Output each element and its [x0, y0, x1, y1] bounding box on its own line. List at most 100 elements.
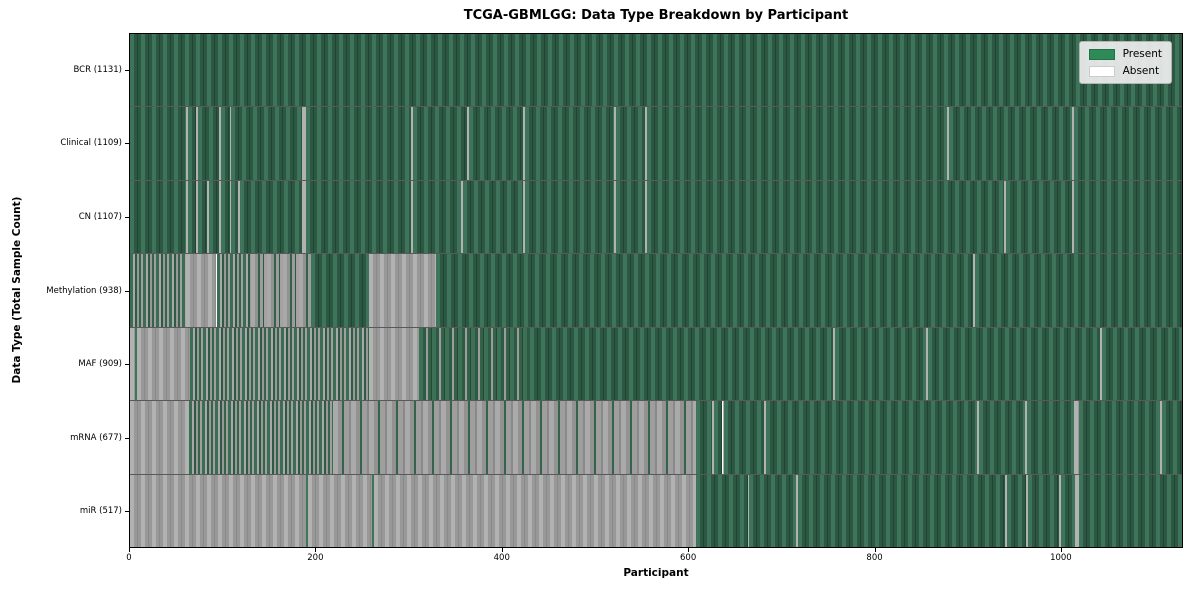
x-tick-mark — [1060, 548, 1062, 552]
segment-absent — [229, 107, 232, 180]
segment-absent — [972, 254, 975, 327]
y-tick-mark — [125, 437, 129, 439]
segment-present — [974, 254, 1182, 327]
segment-absent — [645, 180, 648, 254]
segment-absent — [1074, 401, 1079, 474]
segment-absent — [196, 107, 198, 180]
heatmap-row-Methylation — [130, 254, 1182, 328]
heatmap-row-miR — [130, 474, 1182, 547]
segment-mix50 — [188, 401, 333, 474]
heatmap-row-mRNA — [130, 401, 1182, 475]
x-tick-label: 800 — [866, 553, 883, 563]
segment-absent — [795, 474, 798, 547]
segment-present — [197, 107, 220, 180]
segment-present — [221, 180, 230, 254]
segment-absent — [747, 474, 750, 547]
y-tick-label-miR: miR (517) — [79, 506, 122, 517]
segment-absent — [764, 401, 767, 474]
absent-swatch-icon — [1088, 65, 1115, 77]
x-tick-label: 400 — [493, 553, 510, 563]
plot-area: Present Absent — [129, 33, 1183, 548]
segment-present — [1007, 474, 1026, 547]
segment-absent — [977, 401, 980, 474]
segment-absent — [523, 180, 526, 254]
segment-absent — [185, 254, 217, 327]
segment-absent — [1072, 180, 1075, 254]
x-tick-mark — [501, 548, 503, 552]
segment-present — [197, 180, 208, 254]
legend-item-absent: Absent — [1088, 65, 1162, 77]
segment-mix50 — [216, 254, 251, 327]
segment-absent — [196, 180, 198, 254]
heatmap-row-Clinical — [130, 107, 1182, 181]
segment-absent — [523, 107, 526, 180]
y-tick-mark — [125, 511, 129, 513]
segment-absent — [1005, 474, 1008, 547]
segment-present — [436, 254, 973, 327]
y-tick-mark — [125, 364, 129, 366]
segment-present — [130, 107, 186, 180]
x-tick-mark — [874, 548, 876, 552]
segment-absent — [185, 107, 188, 180]
segment-absent — [722, 401, 725, 474]
segment-absent — [1059, 474, 1062, 547]
segment-absent — [373, 474, 697, 547]
y-tick-label-Clinical: Clinical (1109) — [60, 138, 122, 149]
segment-present — [1027, 474, 1060, 547]
y-tick-mark — [125, 216, 129, 218]
heatmap-row-CN — [130, 180, 1182, 255]
segment-present — [724, 401, 765, 474]
x-tick-mark — [688, 548, 690, 552]
legend: Present Absent — [1078, 41, 1172, 84]
x-tick-label: 600 — [680, 553, 697, 563]
segment-present — [979, 401, 1025, 474]
y-tick-label-mRNA: mRNA (677) — [70, 432, 122, 443]
legend-label: Present — [1122, 48, 1162, 60]
present-swatch-icon — [1088, 48, 1115, 60]
segment-present — [412, 107, 467, 180]
y-tick-label-MAF: MAF (909) — [78, 359, 122, 370]
y-tick-mark — [125, 143, 129, 145]
legend-label: Absent — [1122, 65, 1160, 77]
y-tick-label-CN: CN (1107) — [78, 211, 122, 222]
segment-present — [209, 180, 220, 254]
segment-present — [647, 180, 1005, 254]
segment-absent — [136, 327, 191, 401]
segment-present — [766, 401, 978, 474]
x-axis-ticks: 0 200 400 600 800 1000 — [126, 548, 1183, 568]
legend-item-present: Present — [1088, 48, 1162, 60]
x-tick-label: 1000 — [1050, 553, 1072, 563]
segment-absent — [219, 107, 222, 180]
segment-present — [231, 180, 238, 254]
segment-present — [130, 34, 1182, 107]
segment-present — [529, 327, 834, 401]
segment-present — [468, 107, 524, 180]
segment-absent — [466, 107, 469, 180]
segment-absent — [461, 180, 463, 254]
segment-present — [1074, 180, 1182, 254]
segment-present — [305, 474, 308, 547]
segment-present — [1078, 401, 1160, 474]
segment-present — [1006, 180, 1073, 254]
y-axis-tick-labels: BCR (1131) Clinical (1109) CN (1107) Methyl… — [0, 33, 122, 548]
segment-present — [305, 180, 411, 254]
segment-absent — [130, 474, 306, 547]
segment-absent — [219, 180, 222, 254]
x-tick-label: 200 — [307, 553, 324, 563]
segment-present — [696, 401, 713, 474]
segment-absent — [185, 180, 188, 254]
segment-present — [412, 180, 462, 254]
segment-absent — [1072, 107, 1075, 180]
segment-present — [1061, 474, 1076, 547]
segment-present — [615, 107, 646, 180]
segment-present — [696, 474, 748, 547]
segment-present — [615, 180, 646, 254]
y-tick-label-BCR: BCR (1131) — [73, 64, 123, 75]
segment-absent — [302, 180, 306, 254]
segment-mix85 — [332, 401, 697, 474]
segment-mix50 — [130, 254, 186, 327]
segment-present — [221, 107, 230, 180]
segment-absent — [613, 180, 616, 254]
segment-present — [1026, 401, 1075, 474]
